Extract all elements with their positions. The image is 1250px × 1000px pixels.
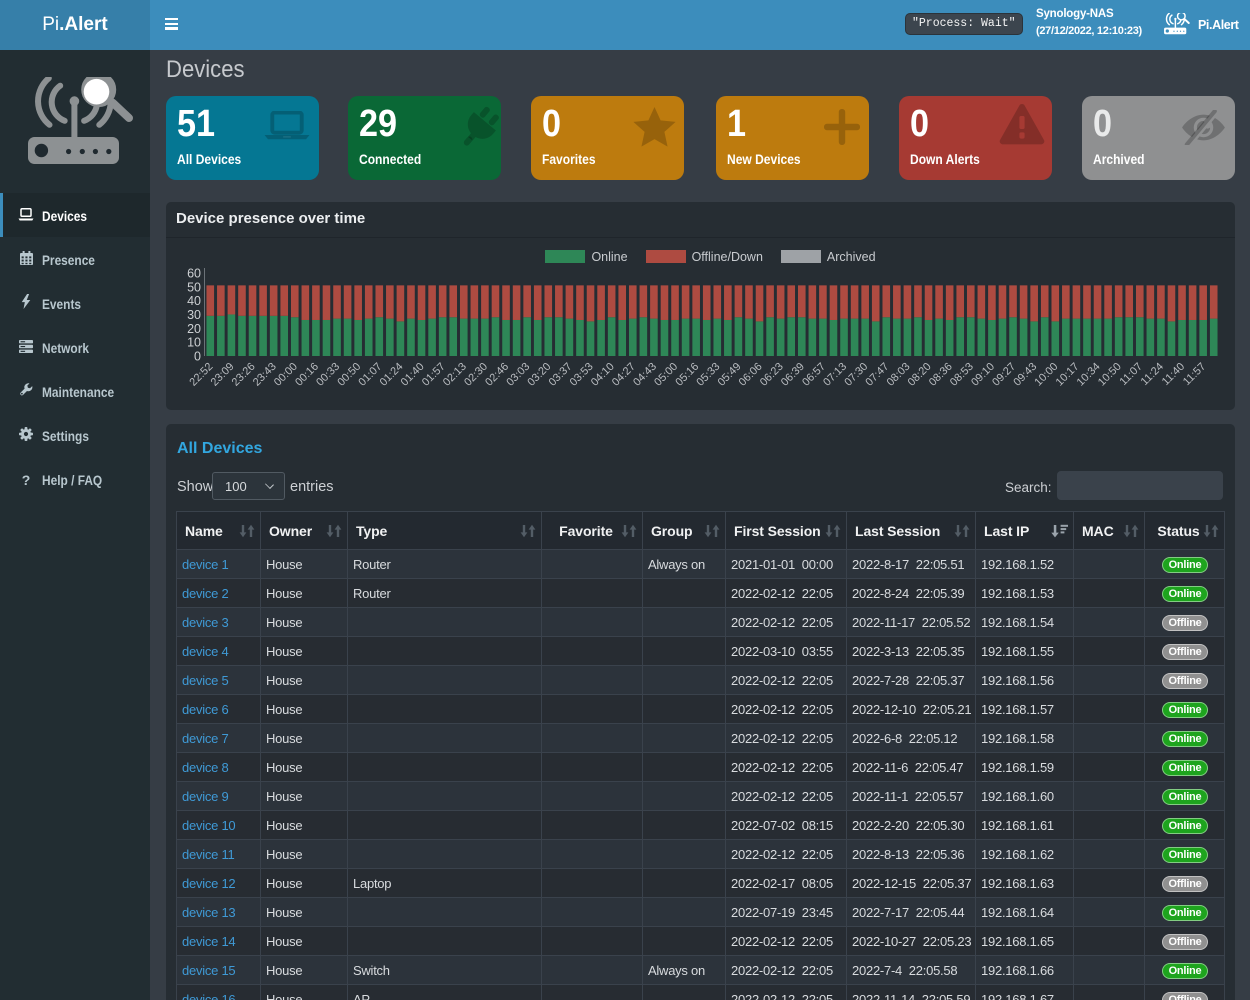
- svg-text:50: 50: [187, 280, 201, 294]
- svg-text:40: 40: [187, 294, 201, 308]
- svg-text:05:16: 05:16: [673, 361, 701, 389]
- svg-text:08:53: 08:53: [948, 361, 976, 389]
- svg-text:02:13: 02:13: [441, 361, 469, 389]
- svg-text:00:00: 00:00: [272, 361, 300, 389]
- svg-text:05:00: 05:00: [652, 361, 680, 389]
- svg-text:11:24: 11:24: [1139, 361, 1166, 388]
- svg-text:07:30: 07:30: [842, 361, 870, 389]
- svg-text:02:30: 02:30: [462, 361, 490, 389]
- svg-text:06:57: 06:57: [800, 361, 828, 389]
- svg-text:05:33: 05:33: [694, 361, 722, 389]
- svg-text:07:47: 07:47: [863, 361, 891, 389]
- svg-text:09:10: 09:10: [969, 361, 997, 389]
- svg-text:10:50: 10:50: [1096, 361, 1124, 389]
- svg-text:23:43: 23:43: [251, 361, 279, 389]
- svg-text:01:40: 01:40: [399, 361, 427, 389]
- svg-text:60: 60: [187, 266, 201, 280]
- svg-text:08:03: 08:03: [885, 361, 913, 389]
- svg-text:00:16: 00:16: [293, 361, 321, 389]
- svg-text:10:00: 10:00: [1032, 361, 1060, 389]
- svg-text:02:46: 02:46: [483, 361, 511, 389]
- svg-text:03:53: 03:53: [568, 361, 596, 389]
- svg-text:10: 10: [187, 336, 201, 350]
- svg-text:01:24: 01:24: [378, 361, 406, 389]
- svg-text:04:27: 04:27: [610, 361, 638, 389]
- svg-text:07:13: 07:13: [821, 361, 849, 389]
- svg-text:06:39: 06:39: [779, 361, 807, 389]
- svg-text:23:26: 23:26: [230, 361, 258, 389]
- svg-text:03:20: 03:20: [525, 361, 553, 389]
- svg-text:04:10: 04:10: [589, 361, 617, 389]
- svg-text:11:07: 11:07: [1118, 361, 1145, 388]
- svg-text:0: 0: [194, 350, 201, 364]
- svg-text:05:49: 05:49: [716, 361, 744, 389]
- svg-text:10:17: 10:17: [1054, 361, 1082, 389]
- svg-text:00:33: 00:33: [314, 361, 342, 389]
- svg-text:10:34: 10:34: [1075, 361, 1103, 389]
- svg-text:23:09: 23:09: [209, 361, 237, 389]
- svg-text:03:03: 03:03: [504, 361, 532, 389]
- svg-text:06:06: 06:06: [737, 361, 765, 389]
- svg-text:11:40: 11:40: [1160, 361, 1187, 388]
- svg-text:11:57: 11:57: [1181, 361, 1208, 388]
- svg-text:01:07: 01:07: [356, 361, 384, 389]
- svg-text:22:52: 22:52: [187, 361, 215, 389]
- svg-text:09:27: 09:27: [990, 361, 1018, 389]
- svg-text:03:37: 03:37: [547, 361, 575, 389]
- svg-text:04:43: 04:43: [631, 361, 659, 389]
- svg-text:09:43: 09:43: [1011, 361, 1039, 389]
- svg-text:20: 20: [187, 322, 201, 336]
- svg-text:08:20: 08:20: [906, 361, 934, 389]
- svg-text:30: 30: [187, 308, 201, 322]
- svg-text:06:23: 06:23: [758, 361, 786, 389]
- svg-text:08:36: 08:36: [927, 361, 955, 389]
- svg-text:01:57: 01:57: [420, 361, 448, 389]
- svg-text:00:50: 00:50: [335, 361, 363, 389]
